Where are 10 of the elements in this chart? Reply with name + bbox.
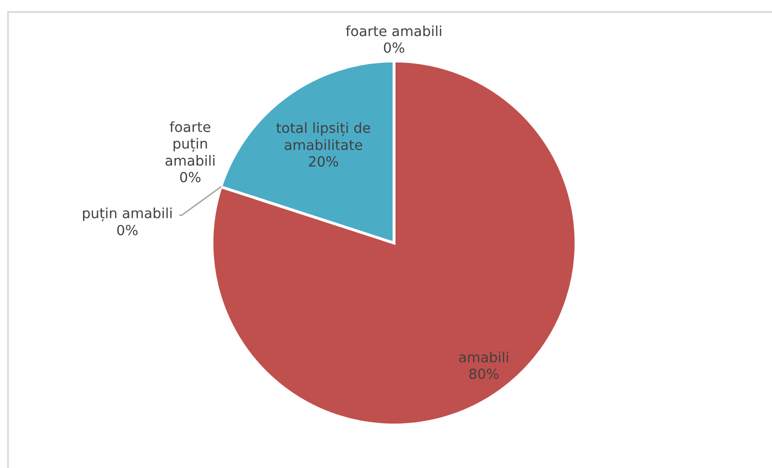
slice-label: total lipsiți de amabilitate — [276, 122, 370, 150]
text: 0% — [384, 42, 404, 53]
data-label: 80% — [469, 368, 499, 380]
category-label: foarte puțin amabili — [166, 121, 214, 166]
text: 0% — [180, 172, 200, 182]
slice-label: amabili — [459, 352, 508, 362]
data-label: 20% — [308, 156, 338, 167]
category-label: foarte amabili — [346, 25, 442, 36]
category-label: puțin amabili — [83, 208, 172, 222]
text: 0% — [117, 224, 138, 236]
